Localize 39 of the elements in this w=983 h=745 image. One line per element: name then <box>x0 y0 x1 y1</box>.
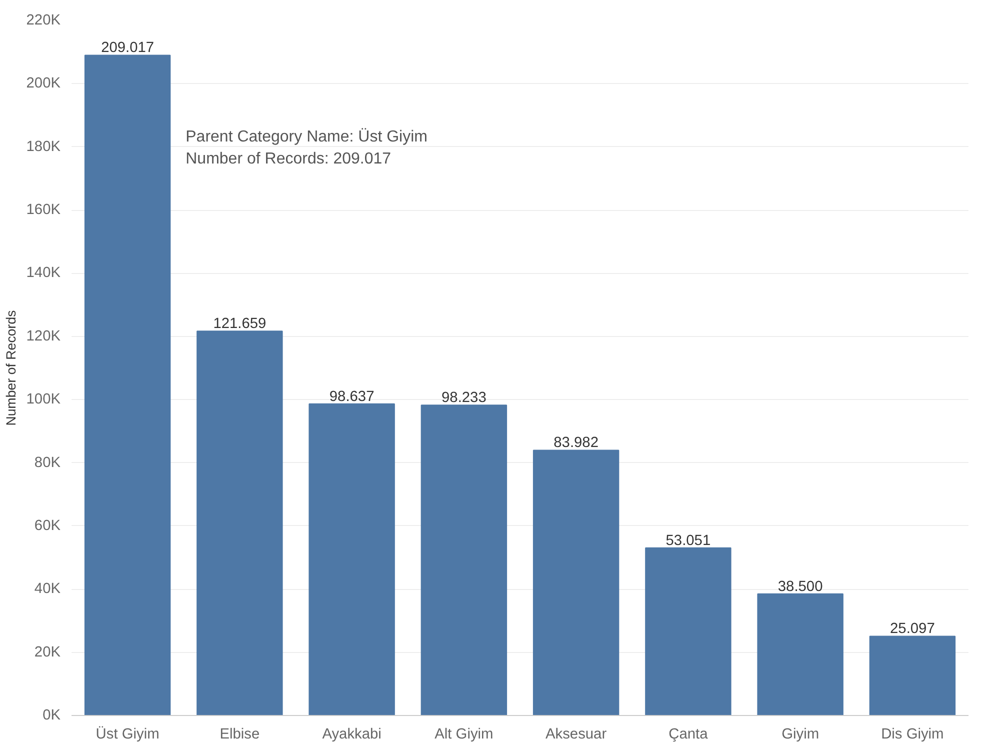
x-tick-label: Giyim <box>782 726 820 742</box>
bar <box>645 547 732 716</box>
y-axis-title: Number of Records <box>3 310 18 426</box>
bar <box>308 403 395 716</box>
data-label: 121.659 <box>213 316 266 332</box>
y-tick-label: 120K <box>26 328 61 344</box>
bar <box>196 330 283 716</box>
data-label: 25.097 <box>890 621 935 638</box>
data-label: 53.051 <box>666 532 711 549</box>
data-label: 209.017 <box>101 40 154 56</box>
x-tick-label: Elbise <box>220 726 260 742</box>
x-tick-label: Alt Giyim <box>434 726 494 742</box>
y-tick-label: 160K <box>26 202 61 218</box>
x-tick-label: Çanta <box>668 726 709 742</box>
annotation: Parent Category Name: Üst Giyim <box>186 128 428 146</box>
x-tick-label: Dis Giyim <box>881 726 944 742</box>
data-label: 83.982 <box>554 435 598 452</box>
y-tick-label: 0K <box>42 708 61 724</box>
data-label: 98.637 <box>329 388 374 405</box>
x-tick-label: Aksesuar <box>546 726 607 742</box>
bar <box>532 450 620 716</box>
y-tick-label: 220K <box>26 12 61 28</box>
data-label: 38.500 <box>778 578 823 595</box>
x-tick-label: Ayakkabi <box>322 726 382 742</box>
y-tick-label: 40K <box>34 581 61 598</box>
y-tick-label: 140K <box>26 265 61 282</box>
bar <box>869 636 956 716</box>
bar <box>84 54 171 716</box>
y-tick-label: 80K <box>34 454 61 471</box>
y-tick-label: 20K <box>34 644 61 660</box>
y-tick-label: 100K <box>26 392 61 408</box>
data-label: 98.233 <box>442 390 486 406</box>
x-tick-label: Üst Giyim <box>96 726 160 742</box>
bar <box>757 593 844 716</box>
y-tick-label: 200K <box>26 76 61 92</box>
bar <box>420 404 508 716</box>
y-tick-label: 60K <box>34 518 61 534</box>
y-tick-label: 180K <box>26 138 61 155</box>
annotation: Number of Records: 209.017 <box>186 150 392 168</box>
